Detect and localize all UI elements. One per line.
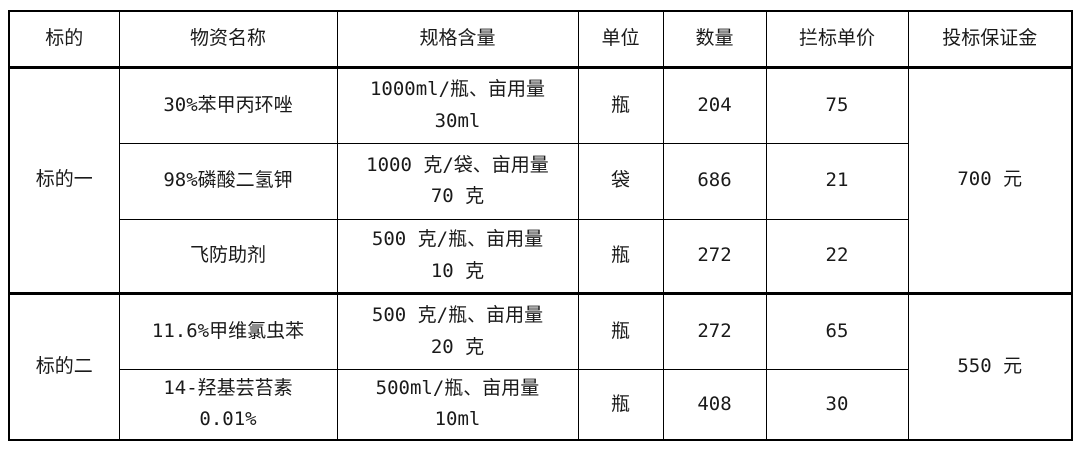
cell-quantity: 686 <box>662 142 767 220</box>
cell-quantity: 204 <box>662 66 767 144</box>
cell-material-name: 11.6%甲维氯虫苯 <box>118 291 338 370</box>
table-row: 标的二 11.6%甲维氯虫苯 500 克/瓶、亩用量 20 克 瓶 272 65… <box>8 291 1073 441</box>
procurement-bid-table: 标的 物资名称 规格含量 单位 数量 拦标单价 投标保证金 标的一 30%苯甲丙… <box>8 10 1073 441</box>
cell-quantity: 272 <box>662 218 767 294</box>
header-ceiling-price: 拦标单价 <box>765 10 909 69</box>
cell-material-name: 飞防助剂 <box>118 218 338 294</box>
cell-target-group-1: 标的一 <box>8 66 120 294</box>
cell-unit: 瓶 <box>577 291 664 370</box>
cell-material-name: 14-羟基芸苔素 0.01% <box>118 368 338 441</box>
cell-ceiling-price: 30 <box>765 368 909 441</box>
cell-ceiling-price: 75 <box>765 66 909 144</box>
cell-spec: 1000 克/袋、亩用量 70 克 <box>336 142 579 220</box>
table-row: 14-羟基芸苔素 0.01% 500ml/瓶、亩用量 10ml 瓶 408 30 <box>9 368 1072 441</box>
cell-target-group-2: 标的二 <box>8 291 120 441</box>
cell-material-name: 98%磷酸二氢钾 <box>118 142 338 220</box>
cell-quantity: 408 <box>662 368 767 441</box>
table-header-row: 标的 物资名称 规格含量 单位 数量 拦标单价 投标保证金 <box>8 10 1073 69</box>
cell-unit: 瓶 <box>577 368 664 441</box>
cell-deposit-group-1: 700 元 <box>907 66 1073 294</box>
cell-spec: 500 克/瓶、亩用量 20 克 <box>336 291 579 370</box>
table-row: 标的一 30%苯甲丙环唑 1000ml/瓶、亩用量 30ml 瓶 204 75 … <box>8 66 1073 294</box>
cell-unit: 瓶 <box>577 66 664 144</box>
header-quantity: 数量 <box>662 10 767 69</box>
cell-unit: 瓶 <box>577 218 664 294</box>
table-row: 98%磷酸二氢钾 1000 克/袋、亩用量 70 克 袋 686 21 <box>9 142 1072 220</box>
cell-ceiling-price: 21 <box>765 142 909 220</box>
cell-spec: 500ml/瓶、亩用量 10ml <box>336 368 579 441</box>
header-material-name: 物资名称 <box>118 10 338 69</box>
cell-quantity: 272 <box>662 291 767 370</box>
cell-unit: 袋 <box>577 142 664 220</box>
header-target: 标的 <box>8 10 120 69</box>
cell-material-name: 30%苯甲丙环唑 <box>118 66 338 144</box>
cell-spec: 1000ml/瓶、亩用量 30ml <box>336 66 579 144</box>
table-row: 飞防助剂 500 克/瓶、亩用量 10 克 瓶 272 22 <box>9 218 1072 294</box>
cell-deposit-group-2: 550 元 <box>907 291 1073 441</box>
header-spec-content: 规格含量 <box>336 10 579 69</box>
header-bid-deposit: 投标保证金 <box>907 10 1073 69</box>
cell-ceiling-price: 22 <box>765 218 909 294</box>
header-unit: 单位 <box>577 10 664 69</box>
cell-spec: 500 克/瓶、亩用量 10 克 <box>336 218 579 294</box>
cell-ceiling-price: 65 <box>765 291 909 370</box>
